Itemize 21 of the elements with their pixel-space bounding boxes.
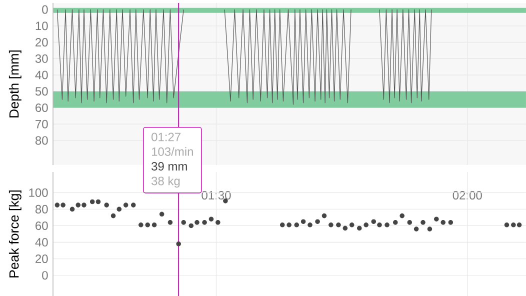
y-tick-label: 0 (42, 271, 48, 280)
y-tick-label: 10 (36, 22, 48, 30)
annotation: 38 kg (152, 176, 180, 188)
y-tick-label: 20 (36, 38, 48, 47)
y-tick-label: 20 (36, 254, 48, 264)
y-tick-label: 60 (36, 221, 48, 230)
y-axis-title: Peak force [kg] (8, 190, 22, 278)
annotation: 103/min (152, 147, 193, 156)
y-tick-label: 100 (29, 188, 48, 197)
annotation: 01:27 (152, 132, 180, 142)
y-tick-label: 40 (35, 238, 48, 247)
y-tick-label: 0 (42, 5, 48, 14)
annotation: 39 mm (152, 162, 187, 171)
y-tick-label: 60 (36, 103, 48, 112)
y-tick-label: 40 (35, 70, 48, 80)
y-tick-label: 80 (35, 204, 48, 214)
y-tick-label: 30 (35, 54, 48, 63)
y-tick-label: 70 (36, 120, 48, 128)
y-axis-title: Depth [mm] (8, 50, 22, 118)
y-tick-label: 50 (35, 87, 48, 96)
y-tick-label: 80 (35, 136, 48, 145)
